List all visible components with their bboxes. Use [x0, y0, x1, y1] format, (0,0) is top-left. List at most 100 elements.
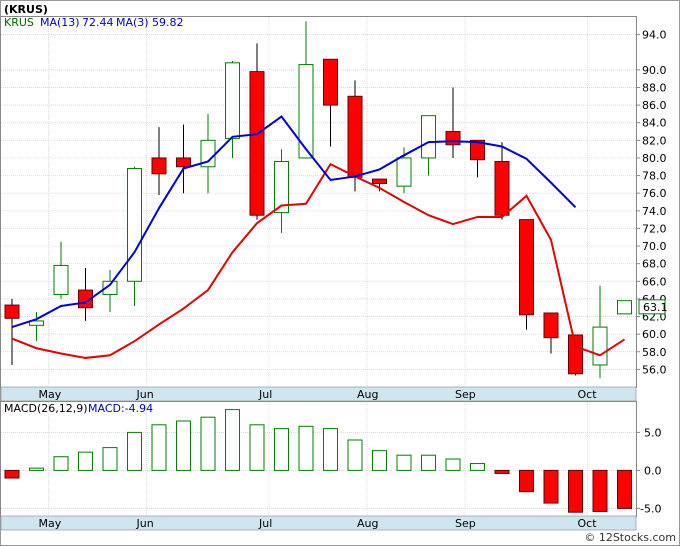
macd-bar-positive: [347, 439, 363, 471]
macd-bar-positive: [225, 409, 240, 471]
candle-down: [176, 157, 191, 168]
price-tick-label: 60.0: [642, 328, 667, 341]
macd-tick-label: -5.0: [640, 502, 661, 515]
candle-up: [53, 264, 69, 295]
price-tick-label: 88.0: [642, 81, 667, 94]
macd-legend-label: MACD(26,12,9): [4, 402, 88, 415]
price-tick-label: 90.0: [642, 64, 667, 77]
legend-ma3-value: 59.82: [152, 16, 184, 29]
macd-bar-positive: [127, 431, 142, 471]
candle-down: [568, 334, 583, 375]
candle-down: [519, 219, 534, 316]
price-panel: 56.058.060.062.064.066.068.070.072.074.0…: [0, 16, 668, 402]
macd-tick-label: 0.0: [644, 464, 662, 477]
candle-up: [617, 300, 632, 315]
macd-bar-negative: [568, 469, 583, 513]
candle-up: [225, 62, 240, 140]
macd-bar-positive: [102, 447, 118, 471]
last-price-box: [638, 299, 666, 315]
price-tick-label: 66.0: [642, 275, 667, 288]
price-tick-label: 84.0: [642, 117, 667, 130]
candle-up: [421, 115, 436, 159]
macd-x-tick-label: Jul: [258, 517, 272, 530]
candle-up: [29, 320, 44, 326]
candle-down: [494, 160, 510, 216]
price-tick-label: 58.0: [642, 346, 667, 359]
macd-bar-positive: [176, 420, 191, 471]
price-x-tick-label: Oct: [578, 388, 598, 401]
macd-bar-positive: [249, 424, 265, 471]
candle-down: [151, 157, 167, 175]
macd-x-tick-label: Sep: [455, 517, 476, 530]
price-x-tick-label: Aug: [357, 388, 378, 401]
macd-bar-positive: [372, 450, 387, 471]
candle-up: [127, 168, 142, 282]
last-price-label: 63.1: [643, 301, 668, 314]
ma3-line: [11, 162, 626, 359]
candle-up: [274, 160, 289, 214]
price-tick-label: 72.0: [642, 222, 667, 235]
macd-x-tick-label: Jun: [136, 517, 154, 530]
macd-bar-negative: [4, 469, 20, 479]
macd-bar-negative: [543, 469, 559, 504]
macd-bar-negative: [494, 469, 510, 474]
price-x-tick-label: Sep: [455, 388, 476, 401]
macd-x-axis-band: [0, 515, 637, 531]
price-tick-label: 94.0: [642, 29, 667, 42]
macd-bar-positive: [298, 425, 314, 471]
candle-up: [298, 64, 314, 159]
candle-down: [543, 312, 559, 339]
macd-bar-positive: [421, 454, 436, 471]
price-x-tick-label: May: [39, 388, 62, 401]
macd-bar-positive: [53, 456, 69, 471]
chart-title: (KRUS): [4, 3, 48, 16]
candle-down: [372, 178, 387, 185]
price-tick-label: 76.0: [642, 187, 667, 200]
macd-x-tick-label: Aug: [357, 517, 378, 530]
macd-panel: 5.0 0.0 -5.0 May Jun Jul Aug Sep Oct MACD(26,12,9…: [0, 401, 662, 531]
legend-ticker: KRUS: [4, 16, 34, 29]
price-tick-label: 82.0: [642, 134, 667, 147]
price-tick-label: 78.0: [642, 170, 667, 183]
candle-up: [102, 280, 118, 295]
price-tick-label: 80.0: [642, 152, 667, 165]
macd-bar-positive: [151, 424, 167, 471]
price-x-axis-band: [0, 386, 637, 402]
macd-bar-positive: [396, 454, 412, 471]
copyright-text: © 12Stocks.com: [584, 531, 676, 544]
legend-ma13-value: 72.44: [82, 16, 114, 29]
candle-down: [249, 71, 265, 216]
macd-bar-positive: [274, 428, 289, 471]
candle-down: [347, 95, 363, 178]
candle-down: [4, 304, 20, 319]
price-x-tick-label: Jul: [258, 388, 272, 401]
macd-bar-negative: [617, 469, 632, 509]
macd-bar-positive: [323, 428, 338, 471]
macd-bar-positive: [29, 467, 44, 471]
candle-down: [445, 131, 461, 146]
macd-bar-negative: [592, 469, 608, 512]
macd-x-tick-label: May: [39, 517, 62, 530]
macd-bar-negative: [519, 469, 534, 493]
price-tick-label: 74.0: [642, 205, 667, 218]
candle-down: [323, 58, 338, 106]
macd-bar-positive: [78, 451, 93, 471]
legend-ma3-label: MA(3): [116, 16, 149, 29]
candle-down: [470, 139, 485, 161]
macd-legend-value: MACD:-4.94: [88, 402, 153, 415]
candle-up: [396, 157, 412, 187]
price-tick-label: 86.0: [642, 99, 667, 112]
price-tick-label: 56.0: [642, 363, 667, 376]
macd-bar-positive: [200, 416, 216, 471]
ma13-line: [11, 115, 577, 329]
legend-ma13-label: MA(13): [40, 16, 80, 29]
macd-x-tick-label: Oct: [578, 517, 598, 530]
price-tick-label: 68.0: [642, 258, 667, 271]
macd-bar-positive: [445, 458, 461, 471]
price-tick-label: 70.0: [642, 240, 667, 253]
candle-up: [592, 326, 608, 366]
macd-tick-label: 5.0: [644, 426, 662, 439]
